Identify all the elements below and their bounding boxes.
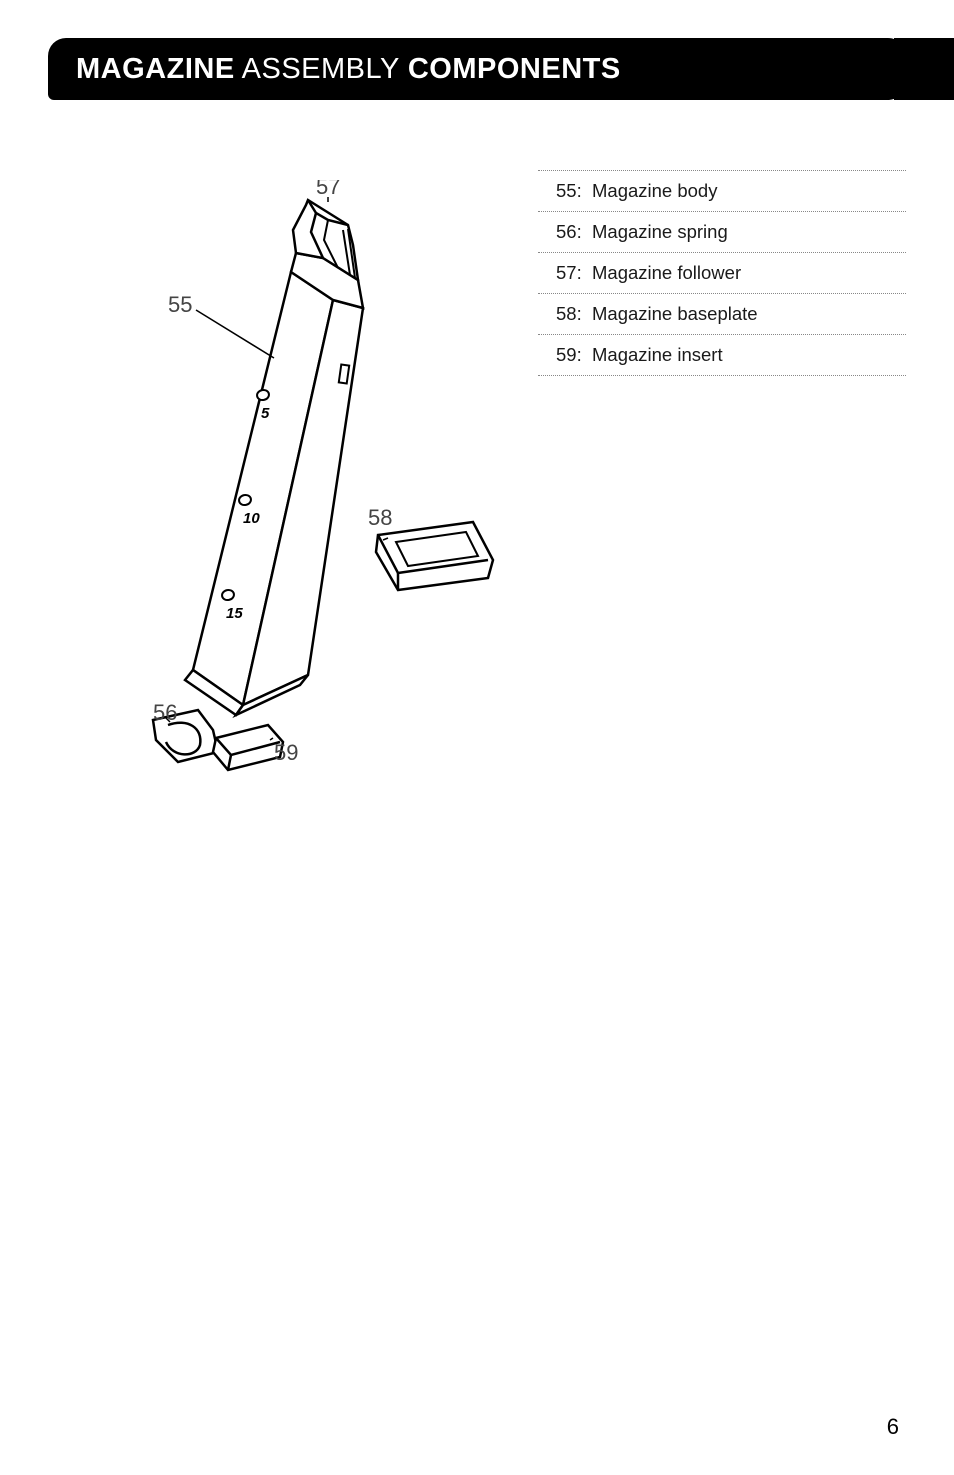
parts-list: 55: Magazine body 56: Magazine spring 57… [538, 170, 906, 376]
section-title: MAGAZINE ASSEMBLY COMPONENTS [76, 53, 621, 86]
page-number: 6 [887, 1414, 899, 1440]
content-area: 5 10 15 [48, 160, 906, 785]
title-part-3: COMPONENTS [408, 53, 621, 85]
list-item: 55: Magazine body [538, 170, 906, 211]
list-item: 57: Magazine follower [538, 252, 906, 293]
callout-55: 55 [168, 292, 192, 317]
diagram-column: 5 10 15 [48, 160, 538, 785]
magazine-body-drawing [185, 253, 363, 715]
callout-59: 59 [274, 740, 298, 765]
magazine-baseplate-drawing [376, 522, 493, 590]
title-part-1: MAGAZINE [76, 53, 235, 85]
section-header: MAGAZINE ASSEMBLY COMPONENTS [48, 38, 906, 100]
callout-56: 56 [153, 700, 177, 725]
parts-list-column: 55: Magazine body 56: Magazine spring 57… [538, 160, 906, 785]
list-item: 58: Magazine baseplate [538, 293, 906, 334]
body-detail [339, 365, 349, 384]
magazine-insert-drawing [213, 725, 283, 770]
list-item: 56: Magazine spring [538, 211, 906, 252]
body-marking-15: 15 [226, 605, 243, 622]
magazine-diagram: 5 10 15 [48, 180, 508, 780]
body-marking-5: 5 [261, 405, 270, 422]
callout-58: 58 [368, 505, 392, 530]
title-part-2: ASSEMBLY [235, 53, 408, 85]
body-marking-10: 10 [243, 510, 260, 527]
list-item: 59: Magazine insert [538, 334, 906, 376]
callout-57: 57 [316, 180, 340, 199]
